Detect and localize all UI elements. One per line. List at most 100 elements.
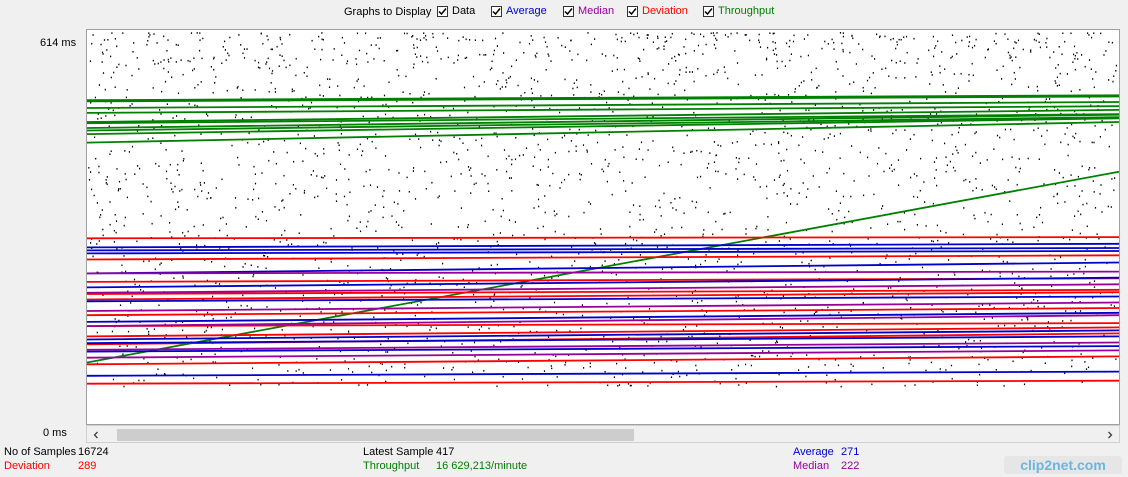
- data-point: [230, 316, 232, 319]
- data-point: [275, 162, 277, 165]
- data-point: [870, 227, 872, 229]
- data-point: [530, 88, 533, 90]
- data-point: [246, 48, 248, 50]
- samples-label: No of Samples: [4, 446, 77, 458]
- data-point: [786, 169, 789, 172]
- data-point: [618, 384, 621, 386]
- data-point: [995, 42, 997, 45]
- data-point: [154, 63, 156, 65]
- data-point: [149, 34, 151, 36]
- data-point: [524, 91, 526, 94]
- scroll-left-button[interactable]: [89, 428, 103, 442]
- data-point: [993, 148, 995, 150]
- data-point: [283, 139, 286, 142]
- data-point: [215, 282, 217, 284]
- data-point: [709, 187, 711, 189]
- data-point: [206, 113, 208, 115]
- data-point: [871, 383, 873, 386]
- data-point: [89, 60, 92, 62]
- data-point: [133, 278, 136, 281]
- data-point: [1014, 78, 1016, 80]
- data-point: [805, 196, 808, 198]
- scroll-right-button[interactable]: [1103, 428, 1117, 442]
- data-point: [299, 315, 301, 317]
- data-point: [119, 188, 121, 190]
- data-point: [844, 216, 846, 219]
- average-line: [86, 345, 1120, 353]
- data-point: [155, 373, 158, 376]
- data-point: [533, 106, 535, 109]
- data-point: [783, 159, 785, 162]
- toggle-throughput[interactable]: Throughput: [703, 5, 774, 17]
- deviation-checkbox[interactable]: [627, 5, 638, 17]
- scroll-thumb[interactable]: [117, 429, 634, 441]
- data-point: [898, 184, 900, 186]
- data-point: [971, 46, 974, 49]
- data-point: [873, 193, 875, 196]
- toggle-average[interactable]: Average: [491, 5, 547, 17]
- data-point: [1074, 57, 1076, 60]
- data-point: [713, 161, 716, 163]
- toggle-deviation[interactable]: Deviation: [627, 5, 688, 17]
- data-point: [936, 286, 938, 288]
- data-point: [406, 325, 408, 328]
- data-point: [647, 72, 649, 74]
- data-point: [359, 230, 362, 233]
- throughput-checkbox[interactable]: [703, 5, 714, 17]
- toggle-median[interactable]: Median: [563, 5, 614, 17]
- data-point: [106, 183, 108, 186]
- data-point: [715, 170, 717, 173]
- data-point: [913, 195, 915, 198]
- data-point: [366, 225, 368, 228]
- data-point: [356, 63, 358, 66]
- data-point: [412, 170, 414, 172]
- data-point: [403, 286, 405, 289]
- data-point: [148, 330, 150, 333]
- data-point: [408, 191, 410, 193]
- data-point: [601, 53, 603, 55]
- average-checkbox[interactable]: [491, 5, 502, 17]
- data-point: [802, 136, 804, 138]
- data-point: [511, 65, 513, 68]
- data-point: [974, 217, 976, 220]
- data-point: [426, 56, 428, 59]
- deviation-line: [86, 288, 1120, 295]
- data-point: [816, 86, 818, 89]
- data-point: [393, 250, 395, 252]
- data-point: [1113, 305, 1116, 307]
- data-point: [909, 138, 911, 140]
- data-point: [166, 49, 168, 52]
- data-point: [892, 37, 894, 40]
- data-point: [649, 382, 651, 384]
- data-point: [886, 254, 888, 256]
- data-point: [945, 170, 947, 173]
- data-point: [590, 163, 593, 165]
- data-point: [1108, 145, 1110, 148]
- data-point: [328, 86, 331, 88]
- data-point: [121, 264, 123, 267]
- data-point: [935, 45, 937, 47]
- data-point: [748, 157, 750, 159]
- data-point: [716, 342, 718, 345]
- median-checkbox[interactable]: [563, 5, 574, 17]
- data-point: [1011, 156, 1013, 158]
- data-point: [654, 231, 656, 233]
- data-point: [790, 134, 792, 137]
- data-point: [544, 238, 546, 241]
- data-point: [1099, 193, 1101, 195]
- data-point: [136, 240, 138, 243]
- data-point: [365, 32, 367, 35]
- median-line: [86, 270, 1120, 275]
- data-point: [586, 149, 588, 151]
- data-point: [1079, 310, 1082, 312]
- data-checkbox[interactable]: [437, 5, 448, 17]
- data-point: [152, 119, 154, 121]
- toggle-data[interactable]: Data: [437, 5, 475, 17]
- data-point: [343, 195, 346, 198]
- data-point: [554, 151, 556, 154]
- data-points-layer: [88, 32, 1117, 388]
- data-point: [291, 88, 293, 91]
- data-point: [1091, 141, 1093, 144]
- data-point: [691, 150, 693, 153]
- horizontal-scrollbar[interactable]: [86, 425, 1120, 443]
